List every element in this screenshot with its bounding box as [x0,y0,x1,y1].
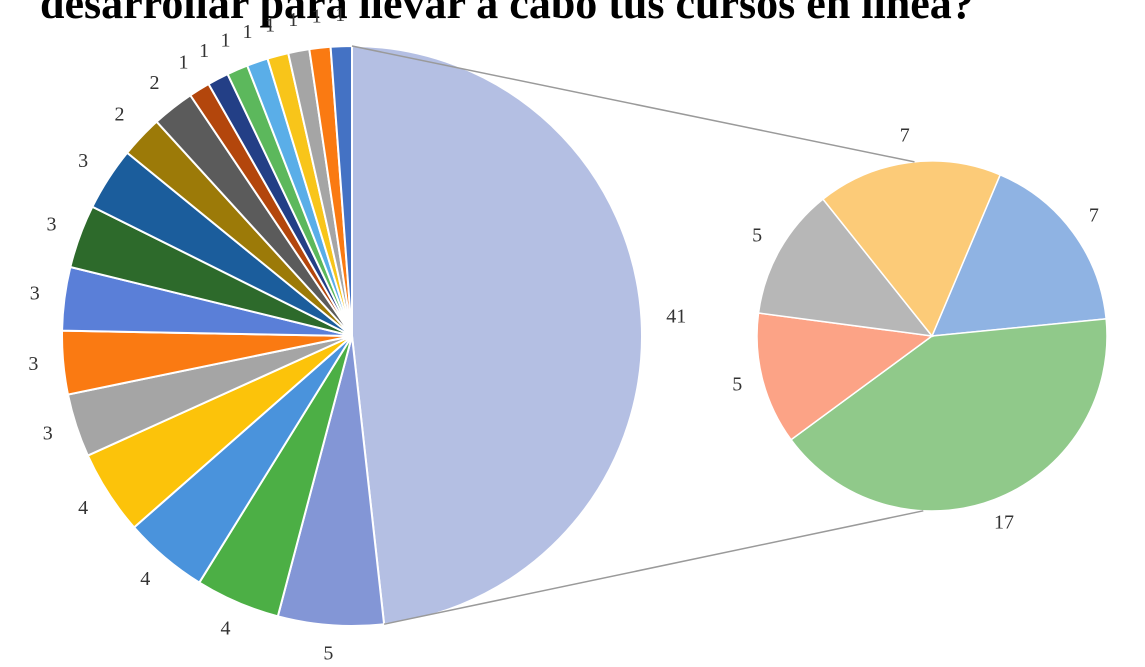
main-data-label-18: 1 [312,6,322,28]
main-data-label-19: 1 [335,4,345,26]
secondary-slice-3 [757,198,934,337]
main-slice-0 [351,44,644,626]
secondary-data-label-3: 5 [752,225,762,247]
main-data-label-5: 3 [43,422,53,444]
main-data-label-9: 3 [78,150,88,172]
main-data-label-11: 2 [150,72,160,94]
secondary-data-label-1: 17 [994,511,1014,533]
main-data-label-8: 3 [47,213,57,235]
secondary-slice-1 [790,318,1108,512]
main-data-label-6: 3 [28,353,38,375]
main-data-label-4: 4 [78,497,88,519]
main-data-label-12: 1 [179,51,189,73]
main-data-label-0: 41 [666,306,686,328]
connector-line-top [351,45,915,163]
main-data-label-16: 1 [265,14,275,36]
main-data-label-14: 1 [221,30,231,52]
main-data-label-17: 1 [288,9,298,31]
chart-title: desarrollar para llevar a cabo tus curso… [40,0,974,28]
secondary-data-label-0: 7 [1089,204,1099,226]
secondary-slice-0 [930,173,1107,337]
main-data-label-7: 3 [30,282,40,304]
main-data-label-13: 1 [199,40,209,62]
secondary-slice-4 [821,160,1002,338]
main-data-label-15: 1 [243,21,253,43]
main-slice-19 [329,44,353,337]
main-data-label-1: 5 [323,643,333,665]
secondary-data-label-4: 7 [900,124,910,146]
secondary-slice-2 [756,312,934,441]
main-data-label-3: 4 [140,568,150,590]
main-data-label-10: 2 [115,104,125,126]
connector-line-bottom [383,510,924,625]
main-data-label-2: 4 [221,617,231,639]
secondary-data-label-2: 5 [732,374,742,396]
